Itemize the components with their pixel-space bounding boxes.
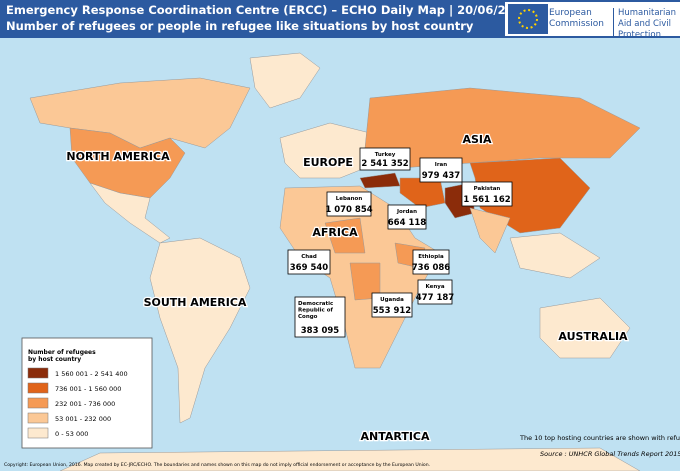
australia (539, 297, 631, 359)
callout-box (359, 147, 411, 171)
callout-country: Turkey (375, 152, 396, 158)
continent-label: ANTARTICA (360, 430, 430, 443)
greenland (249, 52, 321, 109)
legend-label: 53 001 - 232 000 (55, 415, 111, 423)
legend-label: 0 - 53 000 (55, 430, 88, 438)
callout-box (417, 279, 453, 305)
continent-label: AFRICA (312, 226, 358, 239)
callout-box (294, 296, 346, 338)
callout-country: Lebanon (336, 196, 363, 202)
copyright: Copyright: European Union, 2016. Map cre… (4, 462, 430, 468)
callout-country: Kenya (425, 284, 444, 290)
callout-value: 1 070 854 (325, 205, 372, 215)
callout-country: Chad (301, 254, 317, 260)
callout-value: 477 187 (416, 293, 455, 303)
eu-flag (508, 4, 548, 34)
europe (279, 122, 371, 179)
note: The 10 top hosting countries are shown w… (519, 434, 680, 442)
logo-text: European Commission (549, 8, 604, 29)
callout-country: Uganda (380, 297, 404, 303)
antarctica (59, 447, 641, 471)
callout-value: 979 437 (422, 171, 461, 181)
land (29, 52, 641, 471)
callout-value: 2 541 352 (361, 159, 408, 169)
continent-label: ASIA (462, 133, 492, 146)
legend-label: 1 560 001 - 2 541 400 (55, 370, 128, 378)
title: Emergency Response Coordination Centre (… (6, 3, 530, 17)
logo-text: Humanitarian Aid and Civil Protection (613, 8, 680, 41)
callout-value: 1 561 162 (463, 195, 510, 205)
continent-label: EUROPE (303, 156, 353, 169)
se-asia (509, 232, 601, 279)
callout-box (371, 292, 413, 318)
callout-value: 736 086 (412, 263, 451, 273)
callout-country: Ethiopia (418, 254, 444, 260)
callout-box (387, 204, 427, 230)
callout-box (287, 249, 331, 275)
central-america (89, 182, 171, 244)
callout-value: 664 118 (388, 218, 427, 228)
india (469, 207, 511, 254)
callout-box (326, 191, 372, 217)
callout-value: 369 540 (290, 263, 329, 273)
continent-label: SOUTH AMERICA (144, 296, 247, 309)
legend-label: 232 001 - 736 000 (55, 400, 115, 408)
callout-country: Iran (435, 162, 447, 168)
callout-box (412, 249, 450, 275)
callout-value: 383 095 (301, 326, 340, 336)
callout-country: Jordan (396, 209, 417, 215)
map: NORTH AMERICA SOUTH AMERICA EUROPE AFRIC… (0, 38, 680, 471)
callout-country: Democratic Republic of Congo (298, 301, 333, 320)
callout-box (461, 181, 513, 207)
usa (69, 127, 186, 199)
legend-swatch (27, 367, 49, 379)
legend-swatch (27, 427, 49, 439)
header: Emergency Response Coordination Centre (… (0, 0, 680, 41)
legend-label: 736 001 - 1 560 000 (55, 385, 121, 393)
logo: European Commission Humanitarian Aid and… (505, 2, 680, 41)
canada (29, 77, 251, 149)
south-america (149, 237, 251, 424)
callout-box (419, 157, 463, 183)
legend: Number of refugees by host country 1 560 0… (21, 337, 153, 449)
callout-country: Pakistan (474, 186, 501, 192)
source: Source : UNHCR Global Trends Report 2015 (540, 450, 680, 458)
callout-value: 553 912 (373, 306, 412, 316)
legend-swatch (27, 397, 49, 409)
continent-label: NORTH AMERICA (66, 150, 170, 163)
subtitle: Number of refugees or people in refugee … (6, 19, 474, 33)
legend-swatch (27, 382, 49, 394)
chad (324, 217, 366, 254)
legend-title: Number of refugees by host country (28, 349, 96, 363)
continent-label: AUSTRALIA (558, 330, 628, 343)
legend-swatch (27, 412, 49, 424)
